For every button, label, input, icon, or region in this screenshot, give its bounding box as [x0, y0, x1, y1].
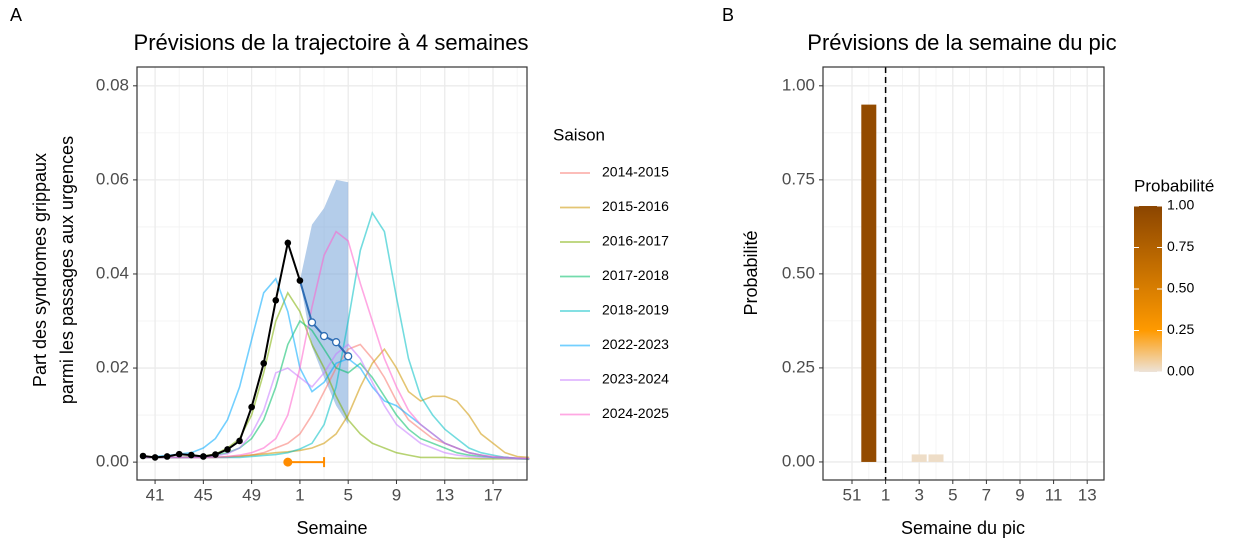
x-tick-label: 13 [1078, 485, 1097, 504]
legend-label: 2015-2016 [602, 198, 669, 214]
legend-label: 2022-2023 [602, 336, 669, 352]
legend-label: 2024-2025 [602, 405, 669, 421]
peak-point [283, 457, 293, 467]
x-tick-label: 1 [881, 485, 890, 504]
season-line [143, 230, 530, 460]
forecast-point [331, 338, 341, 347]
plot-border [136, 66, 528, 481]
bar [861, 104, 877, 462]
panel-tag: A [10, 5, 22, 25]
observed-point [151, 454, 159, 461]
y-tick-label: 0.02 [96, 358, 129, 377]
x-tick-label: 5 [343, 485, 352, 504]
y-axis-title: Part des syndromes grippaux [30, 153, 50, 387]
observed-point [248, 403, 255, 411]
legend-label: 2018-2019 [602, 302, 669, 318]
y-tick-label: 1.00 [782, 75, 815, 94]
colorbar-label: 0.75 [1167, 238, 1194, 254]
y-tick-label: 0.00 [96, 452, 129, 471]
observed-point [187, 451, 195, 459]
forecast-connector [298, 280, 313, 323]
y-tick-label: 0.08 [96, 75, 129, 94]
y-tick-label: 0.50 [782, 263, 815, 282]
observed-point [200, 453, 207, 460]
x-tick-label: 3 [914, 485, 923, 504]
x-tick-label: 1 [295, 485, 304, 504]
y-tick-label: 0.25 [782, 357, 815, 376]
x-tick-label: 49 [242, 485, 261, 504]
x-tick-label: 9 [392, 485, 401, 504]
chart-title: Prévisions de la trajectoire à 4 semaine… [134, 30, 529, 55]
x-tick-label: 45 [194, 485, 213, 504]
legend-label: 2014-2015 [602, 164, 669, 180]
panel-tag: B [722, 5, 734, 25]
legend-label: 2023-2024 [602, 371, 669, 387]
x-tick-label: 41 [146, 485, 165, 504]
legend-title: Saison [553, 125, 605, 144]
bar [928, 454, 944, 462]
observed-point [296, 277, 304, 284]
x-tick-label: 5 [948, 485, 957, 504]
x-axis-title: Semaine [296, 518, 367, 538]
legend-label: 2017-2018 [602, 267, 669, 283]
forecast-point [319, 331, 329, 341]
observed-point [236, 437, 243, 445]
observed-point [163, 453, 171, 460]
x-tick-label: 13 [435, 485, 454, 504]
forecast-line [311, 321, 349, 357]
chart-title: Prévisions de la semaine du pic [807, 30, 1116, 55]
forecast-point [344, 352, 353, 361]
observed-point [284, 239, 292, 247]
x-tick-label: 17 [484, 485, 503, 504]
x-tick-label: 11 [1045, 485, 1063, 504]
y-tick-label: 0.04 [96, 263, 129, 282]
legend-title: Probabilité [1134, 176, 1214, 195]
observed-point [212, 451, 219, 458]
legend-label: 2016-2017 [602, 233, 669, 249]
colorbar-label: 0.00 [1167, 363, 1194, 379]
forecast-point [307, 318, 317, 327]
x-tick-label: 51 [843, 485, 862, 504]
observed-point [175, 450, 183, 458]
y-axis-title: parmi les passages aux urgences [57, 136, 77, 404]
x-axis-title: Semaine du pic [901, 518, 1025, 538]
y-tick-label: 0.06 [96, 169, 129, 188]
y-axis-title: Probabilité [741, 230, 761, 315]
y-tick-label: 0.75 [782, 169, 815, 188]
colorbar-label: 1.00 [1167, 197, 1194, 213]
observed-point [224, 446, 231, 453]
x-tick-label: 9 [1015, 485, 1024, 504]
observed-point [272, 297, 280, 304]
bar [911, 454, 927, 462]
plot-border [822, 66, 1105, 481]
y-tick-label: 0.00 [782, 451, 815, 470]
colorbar-label: 0.50 [1167, 280, 1194, 296]
x-tick-label: 7 [982, 485, 991, 504]
observed-point [260, 360, 268, 367]
colorbar-label: 0.25 [1167, 321, 1194, 337]
observed-point [139, 452, 147, 460]
